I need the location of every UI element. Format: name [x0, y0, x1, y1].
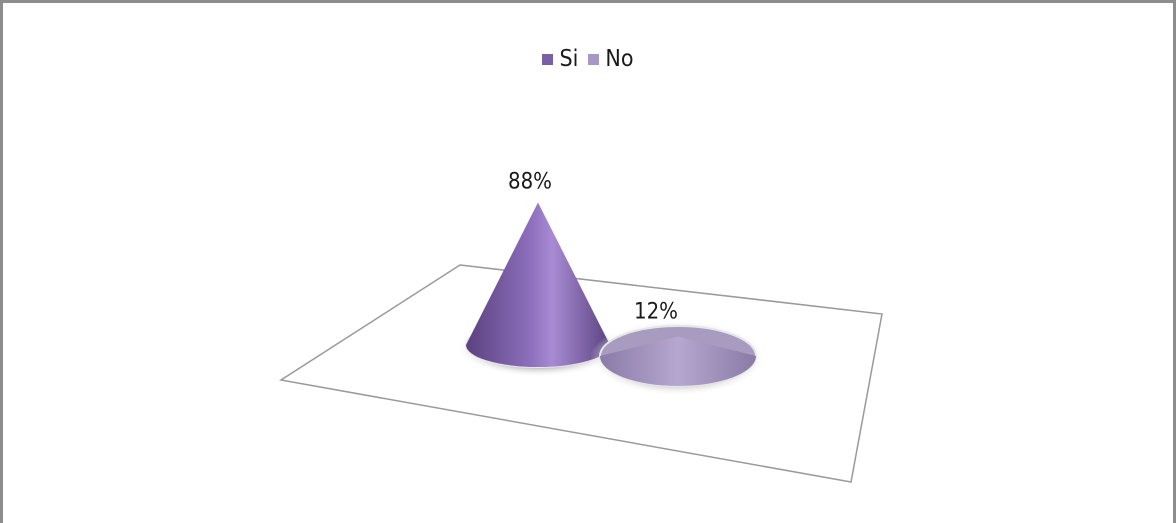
legend-item-no: No — [588, 46, 634, 72]
legend-item-si: Si — [542, 46, 578, 72]
cone-bar-si — [466, 202, 610, 367]
legend-label-si: Si — [559, 46, 579, 72]
legend-swatch-no — [588, 53, 600, 65]
value-label-no: 12% — [634, 300, 678, 325]
legend-swatch-si — [542, 53, 554, 65]
floor-plane — [278, 264, 883, 483]
legend: Si No — [0, 46, 1176, 72]
legend-label-no: No — [605, 46, 634, 72]
value-labels-group: 88% 12% — [508, 169, 678, 324]
cone-bar-no — [600, 336, 756, 386]
value-label-si: 88% — [508, 169, 552, 194]
cones-group — [456, 202, 766, 396]
